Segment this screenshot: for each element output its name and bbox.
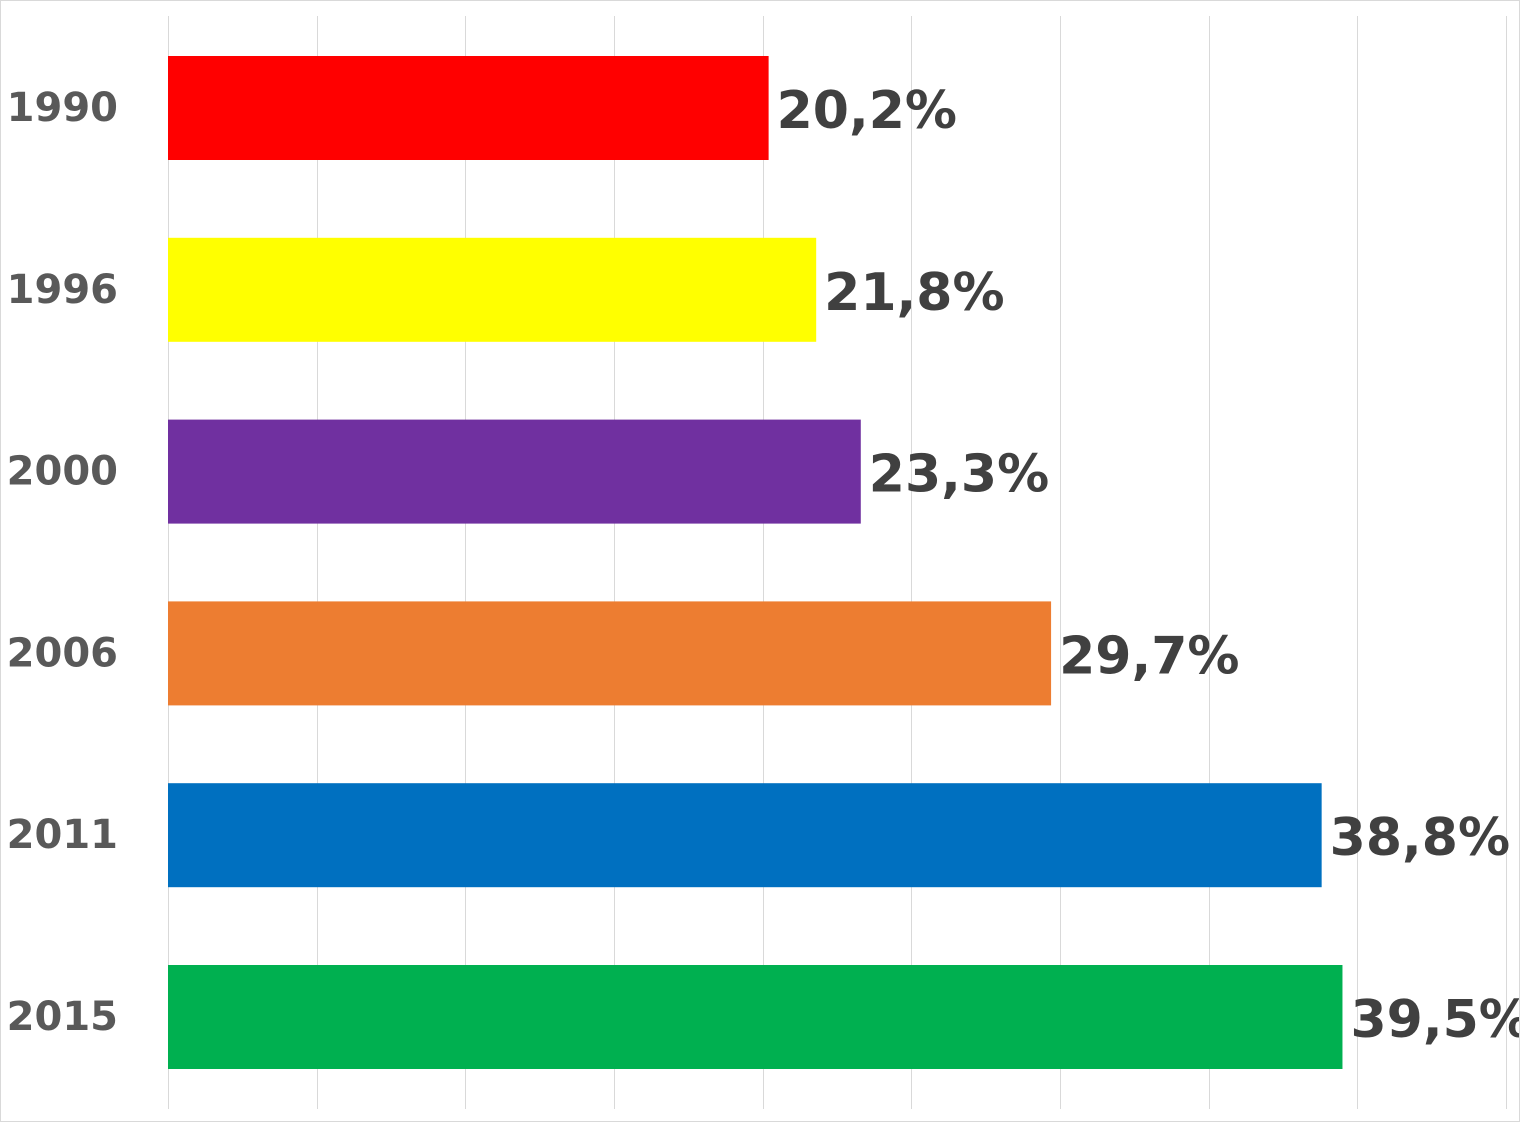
value-label-2015: 39,5% <box>1350 990 1519 1050</box>
bar-2015 <box>168 965 1343 1069</box>
category-label-2011: 2011 <box>7 812 118 858</box>
value-label-1990: 20,2% <box>777 81 957 141</box>
value-label-1996: 21,8% <box>824 263 1004 323</box>
value-label-2011: 38,8% <box>1330 808 1510 868</box>
category-label-2006: 2006 <box>7 630 118 676</box>
category-label-1990: 1990 <box>7 85 118 131</box>
category-label-1996: 1996 <box>7 267 118 313</box>
value-label-2000: 23,3% <box>869 445 1049 505</box>
value-label-2006: 29,7% <box>1059 626 1239 686</box>
bars <box>168 56 1343 1069</box>
bar-1996 <box>168 237 817 342</box>
labels: 1990 20,2% 1996 21,8% 2000 23,3% 2006 29,7% 2011… <box>7 81 1519 1050</box>
gridlines <box>168 16 1507 1109</box>
category-label-2015: 2015 <box>7 994 118 1040</box>
bar-2011 <box>168 783 1322 888</box>
bar-1990 <box>168 56 769 160</box>
bar-2006 <box>168 601 1052 706</box>
bar-2000 <box>168 419 861 524</box>
category-label-2000: 2000 <box>7 449 118 495</box>
